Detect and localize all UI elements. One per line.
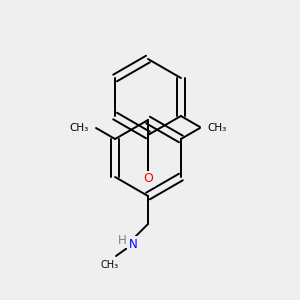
Text: CH₃: CH₃	[70, 123, 89, 133]
Text: CH₃: CH₃	[101, 260, 119, 270]
Text: N: N	[129, 238, 137, 250]
Text: CH₃: CH₃	[207, 123, 226, 133]
Text: H: H	[118, 233, 126, 247]
Text: O: O	[143, 172, 153, 185]
Text: CH₃: CH₃	[207, 122, 226, 132]
